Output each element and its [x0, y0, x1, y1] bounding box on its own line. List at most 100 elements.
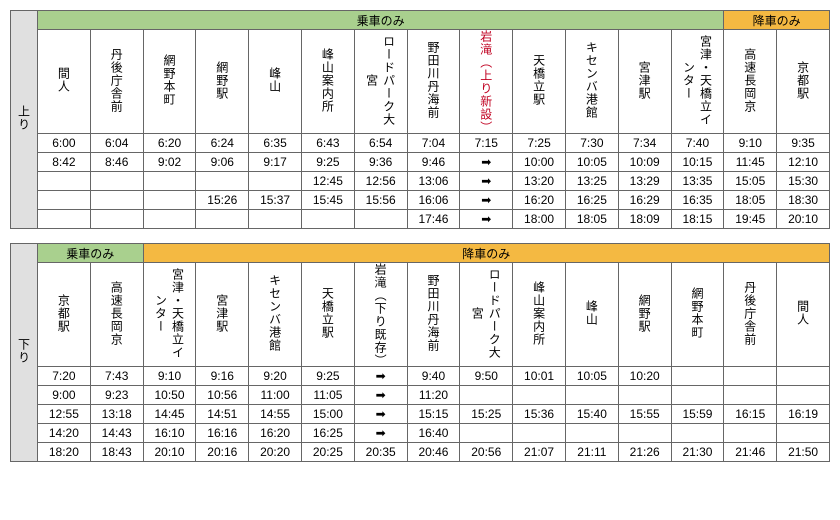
time-cell: 15:26: [196, 191, 249, 210]
time-cell: 7:43: [90, 367, 143, 386]
stop-cell: 峰山: [565, 263, 618, 367]
time-cell: [90, 191, 143, 210]
upbound-time-row: 17:46➡18:0018:0518:0918:1519:4520:10: [11, 210, 830, 229]
time-cell: 15:56: [354, 191, 407, 210]
time-cell: 9:20: [249, 367, 302, 386]
stop-cell: 峰山: [249, 30, 302, 134]
time-cell: 9:17: [249, 153, 302, 172]
time-cell: 6:54: [354, 134, 407, 153]
time-cell: 10:01: [513, 367, 566, 386]
upbound-board-header: 乗車のみ: [38, 11, 724, 30]
time-cell: 9:25: [301, 367, 354, 386]
time-cell: 10:56: [196, 386, 249, 405]
time-cell: [460, 386, 513, 405]
time-cell: [618, 424, 671, 443]
time-cell: 16:06: [407, 191, 460, 210]
time-cell: [724, 367, 777, 386]
time-cell: 16:25: [301, 424, 354, 443]
stop-cell: 峰山案内所: [301, 30, 354, 134]
time-cell: 12:45: [301, 172, 354, 191]
time-cell: 9:25: [301, 153, 354, 172]
time-cell: 8:42: [38, 153, 91, 172]
time-cell: 10:20: [618, 367, 671, 386]
time-cell: 16:29: [618, 191, 671, 210]
time-cell: 13:35: [671, 172, 724, 191]
stop-cell: 天橋立駅: [513, 30, 566, 134]
time-cell: [143, 210, 196, 229]
time-cell: 7:20: [38, 367, 91, 386]
stop-cell: 峰山案内所: [513, 263, 566, 367]
time-cell: [38, 191, 91, 210]
time-cell: ➡: [354, 367, 407, 386]
time-cell: 10:09: [618, 153, 671, 172]
time-cell: 12:55: [38, 405, 91, 424]
time-cell: [38, 210, 91, 229]
time-cell: [513, 386, 566, 405]
time-cell: 9:36: [354, 153, 407, 172]
time-cell: 13:29: [618, 172, 671, 191]
stop-cell: 京都駅: [777, 30, 830, 134]
time-cell: 20:16: [196, 443, 249, 462]
time-cell: 18:30: [777, 191, 830, 210]
time-cell: 7:25: [513, 134, 566, 153]
time-cell: ➡: [354, 424, 407, 443]
stop-cell: 宮津・天橋立インター: [671, 30, 724, 134]
time-cell: [90, 210, 143, 229]
time-cell: 8:46: [90, 153, 143, 172]
downbound-time-row: 14:2014:4316:1016:1616:2016:25➡16:40: [11, 424, 830, 443]
time-cell: [143, 191, 196, 210]
time-cell: 16:15: [724, 405, 777, 424]
time-cell: 9:40: [407, 367, 460, 386]
time-cell: 16:20: [513, 191, 566, 210]
time-cell: 6:35: [249, 134, 302, 153]
downbound-time-row: 12:5513:1814:4514:5114:5515:00➡15:1515:2…: [11, 405, 830, 424]
upbound-time-row: 12:4512:5613:06➡13:2013:2513:2913:3515:0…: [11, 172, 830, 191]
time-cell: [618, 386, 671, 405]
upbound-time-row: 8:428:469:029:069:179:259:369:46➡10:0010…: [11, 153, 830, 172]
time-cell: 13:20: [513, 172, 566, 191]
time-cell: 20:56: [460, 443, 513, 462]
time-cell: 21:11: [565, 443, 618, 462]
stop-cell: キセンバ港館: [249, 263, 302, 367]
time-cell: 18:43: [90, 443, 143, 462]
downbound-alight-header: 降車のみ: [143, 244, 829, 263]
time-cell: 15:36: [513, 405, 566, 424]
stop-cell: 宮津駅: [196, 263, 249, 367]
time-cell: 18:00: [513, 210, 566, 229]
downbound-board-header: 乗車のみ: [38, 244, 144, 263]
time-cell: 6:24: [196, 134, 249, 153]
time-cell: 18:15: [671, 210, 724, 229]
downbound-stops-row: 京都駅高速長岡京宮津・天橋立インター宮津駅キセンバ港館天橋立駅岩滝（下り既存）野…: [11, 263, 830, 367]
time-cell: 9:10: [724, 134, 777, 153]
time-cell: 7:40: [671, 134, 724, 153]
time-cell: 20:10: [143, 443, 196, 462]
stop-cell: 宮津・天橋立インター: [143, 263, 196, 367]
time-cell: 6:20: [143, 134, 196, 153]
time-cell: ➡: [460, 153, 513, 172]
stop-cell: 網野駅: [196, 30, 249, 134]
time-cell: 9:16: [196, 367, 249, 386]
time-cell: [777, 386, 830, 405]
time-cell: ➡: [460, 210, 513, 229]
time-cell: 18:20: [38, 443, 91, 462]
time-cell: 10:00: [513, 153, 566, 172]
time-cell: 10:05: [565, 153, 618, 172]
time-cell: 6:43: [301, 134, 354, 153]
time-cell: 7:30: [565, 134, 618, 153]
time-cell: 6:00: [38, 134, 91, 153]
time-cell: 16:10: [143, 424, 196, 443]
time-cell: 9:35: [777, 134, 830, 153]
stop-cell: 野田川丹海前: [407, 30, 460, 134]
upbound-time-row: 6:006:046:206:246:356:436:547:047:157:25…: [11, 134, 830, 153]
stop-cell: ロードパーク大宮: [460, 263, 513, 367]
downbound-time-row: 18:2018:4320:1020:1620:2020:2520:3520:46…: [11, 443, 830, 462]
time-cell: 11:00: [249, 386, 302, 405]
time-cell: 12:56: [354, 172, 407, 191]
time-cell: 9:50: [460, 367, 513, 386]
time-cell: 13:18: [90, 405, 143, 424]
time-cell: 18:05: [724, 191, 777, 210]
time-cell: [249, 172, 302, 191]
time-cell: 15:45: [301, 191, 354, 210]
time-cell: 21:07: [513, 443, 566, 462]
time-cell: 13:06: [407, 172, 460, 191]
